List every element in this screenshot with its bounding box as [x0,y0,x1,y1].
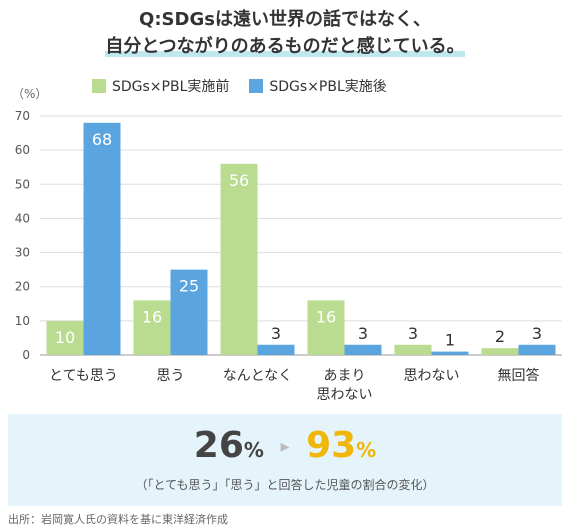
data-label: 1 [445,331,455,350]
y-tick-label: 30 [15,246,30,260]
summary-before-percent: % [243,438,264,462]
data-label: 2 [495,327,505,346]
data-label: 10 [55,328,75,347]
data-label: 16 [142,307,162,326]
y-tick-label: 60 [15,143,30,157]
legend-item-after: SDGs×PBL実施後 [249,76,387,96]
bar [220,163,258,355]
title-line-1: Q:SDGsは遠い世界の話ではなく、 [139,9,431,30]
x-tick-label: なんとなく [223,368,293,384]
bar [518,344,556,355]
bar [344,344,382,355]
x-tick-label: 思う [157,368,185,384]
data-label: 3 [408,324,418,343]
x-tick-label: 思わない [404,368,460,384]
title-line-2: 自分とつながりのあるものだと感じている。 [0,33,570,60]
bar [133,300,171,355]
bar [46,320,84,355]
bar [170,269,208,355]
data-label: 25 [179,277,199,296]
y-tick-label: 70 [15,109,30,123]
y-tick-label: 0 [22,348,30,362]
summary-after-percent: % [356,438,377,462]
summary-panel: 26% ▸ 93% （「とても思う」「思う」と回答した児童の割合の変化） [8,414,562,506]
y-tick-label: 10 [15,314,30,328]
legend-label-before: SDGs×PBL実施前 [112,79,230,95]
bar [481,348,519,355]
title-line-2-text: 自分とつながりのあるものだと感じている。 [105,36,465,57]
chart-title: Q:SDGsは遠い世界の話ではなく、 自分とつながりのあるものだと感じている。 [0,6,570,60]
data-label: 3 [358,324,368,343]
source-note: 出所：岩岡寛人氏の資料を基に東洋経済作成 [8,513,228,526]
summary-after-value: 93 [306,425,357,466]
bar [307,300,345,355]
y-tick-label: 20 [15,280,30,294]
x-tick-label: あまり [324,368,366,384]
legend-swatch-after [249,79,264,93]
bar [394,344,432,355]
y-unit-label: （%） [12,87,47,101]
data-label: 68 [92,130,112,149]
summary-note: （「とても思う」「思う」と回答した児童の割合の変化） [135,478,435,492]
bar [431,351,469,355]
legend-label-after: SDGs×PBL実施後 [269,79,387,95]
y-tick-label: 50 [15,177,30,191]
data-label: 56 [229,171,249,190]
x-tick-label: 無回答 [498,367,540,384]
bar [257,344,295,355]
data-label: 16 [316,307,336,326]
x-tick-label: とても思う [49,368,118,384]
summary-figures: 26% ▸ 93% [8,426,562,470]
x-tick-label: 思わない [317,387,373,403]
arrow-right-icon: ▸ [280,436,290,457]
legend-item-before: SDGs×PBL実施前 [92,76,229,96]
legend-swatch-before [92,79,106,93]
summary-before-value: 26 [193,425,244,466]
bar-chart: （%） 0 10 20 30 40 50 60 70 10 68 とても思う 16 25 思う 56 3 なんとな… [12,87,562,403]
bar [83,122,121,355]
data-label: 3 [532,324,542,343]
data-label: 3 [271,324,281,343]
y-tick-label: 40 [15,211,30,225]
legend: SDGs×PBL実施前 SDGs×PBL実施後 [92,76,407,96]
